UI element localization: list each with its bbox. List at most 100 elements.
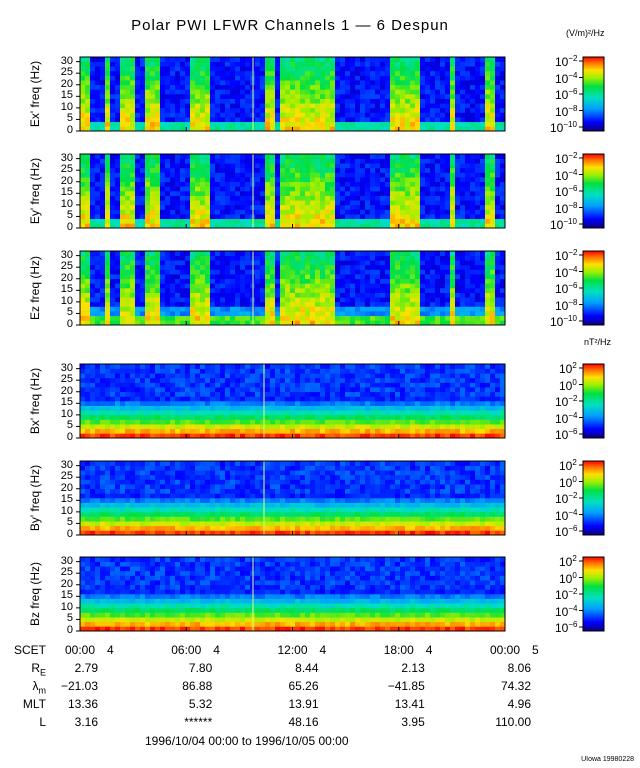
heatmap-cell — [320, 396, 326, 402]
heatmap-cell — [290, 306, 296, 312]
heatmap-cell — [290, 283, 296, 289]
heatmap-cell — [220, 306, 226, 312]
heatmap-cell — [95, 424, 101, 430]
heatmap-cell — [125, 364, 131, 369]
heatmap-cell — [490, 191, 496, 196]
heatmap-cell — [195, 414, 201, 420]
heatmap-cell — [285, 186, 291, 192]
heatmap-cell — [325, 204, 331, 210]
heatmap-cell — [210, 103, 216, 109]
heatmap-cell — [275, 70, 281, 76]
heatmap-cell — [475, 163, 481, 169]
heatmap-cell — [145, 158, 151, 164]
heatmap-cell — [275, 107, 281, 113]
heatmap-cell — [495, 288, 501, 293]
heatmap-cell — [265, 167, 271, 173]
heatmap-cell — [180, 172, 186, 178]
heatmap-cell — [385, 177, 391, 183]
heatmap-cell — [195, 278, 201, 284]
heatmap-cell — [380, 195, 386, 201]
heatmap-cell — [235, 306, 241, 312]
heatmap-cell — [120, 264, 126, 270]
heatmap-cell — [195, 98, 201, 104]
heatmap-cell — [360, 214, 366, 220]
heatmap-cell — [170, 382, 176, 388]
heatmap-cell — [310, 209, 316, 215]
heatmap-cell — [415, 260, 421, 266]
heatmap-cell — [450, 301, 456, 307]
heatmap-cell — [175, 428, 181, 434]
heatmap-cell — [290, 163, 296, 169]
heatmap-cell — [405, 186, 411, 192]
heatmap-cell — [430, 191, 436, 196]
heatmap-cell — [405, 172, 411, 178]
heatmap-cell — [245, 94, 251, 99]
heatmap-cell — [160, 117, 166, 123]
heatmap-cell — [130, 414, 136, 420]
heatmap-cell — [205, 204, 211, 210]
heatmap-cell — [465, 94, 471, 99]
heatmap-cell — [445, 57, 451, 62]
heatmap-cell — [500, 292, 506, 298]
heatmap-cell — [495, 274, 501, 280]
heatmap-cell — [285, 167, 291, 173]
heatmap-cell — [300, 167, 306, 173]
heatmap-cell — [270, 278, 276, 284]
heatmap-cell — [260, 167, 266, 173]
heatmap-cell — [200, 209, 206, 215]
heatmap-cell — [285, 172, 291, 178]
heatmap-cell — [280, 278, 286, 284]
heatmap-cell — [260, 311, 266, 317]
heatmap-cell — [325, 382, 331, 388]
heatmap-cell — [90, 251, 96, 256]
heatmap-cell — [380, 75, 386, 81]
heatmap-cell — [495, 214, 501, 220]
heatmap-cell — [155, 209, 161, 215]
heatmap-cell — [260, 301, 266, 307]
heatmap-cell — [500, 94, 506, 99]
heatmap-cell — [465, 288, 471, 293]
heatmap-cell — [285, 75, 291, 81]
heatmap-cell — [440, 57, 446, 62]
heatmap-cell — [160, 223, 166, 229]
heatmap-cell — [310, 191, 316, 196]
heatmap-cell — [80, 177, 86, 183]
heatmap-cell — [500, 107, 506, 113]
heatmap-cell — [205, 158, 211, 164]
heatmap-cell — [405, 61, 411, 67]
heatmap-cell — [160, 66, 166, 72]
heatmap-cell — [390, 154, 396, 159]
heatmap-cell — [470, 98, 476, 104]
heatmap-cell — [335, 306, 341, 312]
heatmap-cell — [390, 315, 396, 321]
heatmap-cell — [125, 274, 131, 280]
heatmap-cell — [160, 218, 166, 224]
heatmap-cell — [350, 297, 356, 303]
heatmap-cell — [115, 61, 121, 67]
heatmap-cell — [285, 66, 291, 72]
heatmap-cell — [140, 61, 146, 67]
heatmap-cell — [360, 274, 366, 280]
heatmap-cell — [125, 283, 131, 289]
heatmap-cell — [100, 414, 106, 420]
heatmap-cell — [190, 274, 196, 280]
heatmap-cell — [480, 209, 486, 215]
heatmap-cell — [190, 163, 196, 169]
heatmap-cell — [345, 269, 351, 275]
heatmap-cell — [440, 200, 446, 206]
heatmap-cell — [355, 158, 361, 164]
heatmap-cell — [90, 209, 96, 215]
heatmap-cell — [475, 315, 481, 321]
heatmap-cell — [90, 158, 96, 164]
heatmap-cell — [470, 292, 476, 298]
heatmap-cell — [465, 89, 471, 95]
heatmap-cell — [325, 84, 331, 90]
heatmap-cell — [310, 368, 316, 374]
heatmap-cell — [205, 297, 211, 303]
heatmap-cell — [245, 186, 251, 192]
heatmap-cell — [110, 84, 116, 90]
heatmap-cell — [430, 158, 436, 164]
heatmap-cell — [350, 94, 356, 99]
heatmap-cell — [495, 251, 501, 256]
heatmap-cell — [190, 200, 196, 206]
